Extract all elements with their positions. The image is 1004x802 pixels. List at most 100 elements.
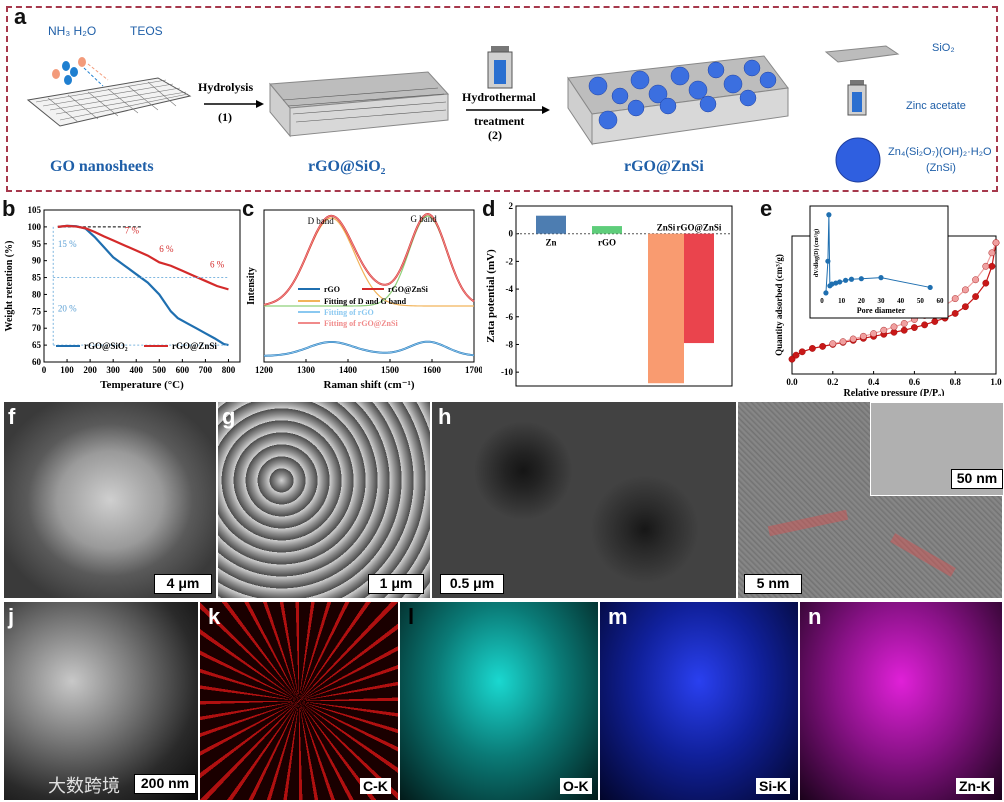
step2-label: Hydrothermal	[462, 90, 536, 104]
x-tick-label: 1400	[339, 365, 358, 375]
go-sheet-graphic	[26, 77, 192, 127]
panel-label-h: h	[438, 404, 452, 429]
inset-point	[858, 276, 864, 282]
data-point	[961, 303, 969, 311]
data-point	[870, 330, 878, 338]
y-tick-label: 85	[32, 273, 42, 283]
data-point	[992, 239, 1000, 247]
data-point	[839, 338, 847, 346]
data-point	[788, 355, 796, 363]
data-point	[972, 293, 980, 300]
rgo-sio2-graphic	[268, 71, 450, 138]
y-tick-label: 80	[32, 289, 42, 299]
data-point	[910, 324, 918, 331]
series-rgo-znsi-fit	[263, 213, 475, 306]
sem-g-image: g 1 μm	[218, 402, 430, 598]
data-point	[961, 286, 969, 294]
x-axis-label: Temperature (°C)	[100, 379, 184, 391]
panel-label-c: c	[242, 196, 255, 221]
x-tick-label: 100	[60, 365, 74, 375]
x-tick-label: 0.4	[868, 377, 880, 387]
step2-num: (2)	[488, 128, 502, 142]
y-tick-label: 90	[32, 256, 42, 266]
series-rgo-znsi	[263, 213, 475, 306]
y-tick-label: 100	[28, 222, 42, 232]
plot-frame	[43, 209, 241, 363]
y-axis-label: Intensity	[246, 267, 257, 305]
series-rgo	[263, 340, 475, 357]
annotation-20: 20 %	[58, 303, 77, 313]
x-tick-label: 600	[176, 365, 190, 375]
bar-label: Zn	[545, 238, 556, 248]
droplets-graphic	[52, 57, 109, 87]
bar-label: rGO@ZnSi	[677, 223, 722, 233]
data-point	[931, 318, 939, 325]
scale-bar-g: 1 μm	[368, 574, 424, 594]
panel-a-schematic: a NH₃ H₂O TEOS Hydrolysis (1) Hydrotherm…	[6, 4, 998, 192]
y-tick-label: -10	[501, 367, 513, 377]
series-rgo-fit	[263, 341, 475, 357]
y-tick-label: 60	[32, 357, 42, 367]
eds-map-o: l O-K	[400, 602, 598, 800]
panel-label-m: m	[608, 604, 628, 629]
x-tick-label: 500	[153, 365, 167, 375]
plot-frame	[515, 205, 733, 387]
x-tick-label: 1300	[297, 365, 316, 375]
data-point	[819, 342, 827, 350]
inset-y-label: dV/dlog(D) (cm³/g)	[813, 229, 820, 277]
eds-map-si: m Si-K	[600, 602, 798, 800]
map-label-zn: Zn-K	[956, 778, 994, 794]
data-point	[988, 249, 996, 257]
data-point	[988, 262, 996, 270]
bar-label: ZnSi	[657, 223, 676, 233]
y-axis-label: Zata potential (mV)	[485, 249, 497, 343]
inset-x-tick: 60	[937, 297, 945, 305]
panel-label-a: a	[14, 4, 27, 29]
legend-label: Fitting of rGO	[324, 308, 374, 317]
y-tick-label: -2	[506, 256, 514, 266]
rgo-znsi-graphic	[567, 55, 789, 146]
inset-point	[825, 258, 831, 264]
data-point	[900, 326, 908, 334]
haadf-j-image: j 200 nm 大数跨境	[4, 602, 198, 800]
bar-Zn	[536, 215, 566, 234]
step2-label-2: treatment	[474, 114, 525, 128]
panel-label-n: n	[808, 604, 822, 629]
band-label-d: D band	[308, 216, 335, 226]
legend-label: rGO@ZnSi	[388, 285, 429, 294]
y-tick-label: -6	[506, 312, 514, 322]
chart-d-zeta: 2 0 -2 -4 -6 -8 -10 Zata potential (mV) Zn rGO ZnS…	[485, 201, 733, 387]
panel-label-l: l	[408, 604, 415, 629]
legend-sio2: SiO₂	[932, 42, 955, 54]
annotation-6b: 6 %	[210, 259, 225, 269]
inset-point	[833, 280, 839, 286]
panel-label-d: d	[482, 196, 496, 221]
x-tick-label: 0.8	[950, 377, 962, 387]
y-tick-label: 105	[28, 205, 42, 215]
stage-rgo-sio2: rGO@SiO₂	[308, 158, 386, 175]
reagent-nh3: NH₃ H₂O	[48, 24, 97, 38]
legend-sio2-graphic	[824, 45, 900, 63]
panel-label-k: k	[208, 604, 221, 629]
autoclave-graphic	[487, 46, 513, 89]
step1-num: (1)	[218, 110, 232, 124]
inset-point	[823, 290, 829, 296]
data-point	[951, 310, 959, 317]
x-tick-label: 1600	[423, 365, 442, 375]
map-label-si: Si-K	[756, 778, 790, 794]
scale-bar-j: 200 nm	[134, 774, 196, 794]
map-label-c: C-K	[360, 778, 391, 794]
x-tick-label: 0.2	[827, 377, 839, 387]
series-line-0	[57, 224, 229, 347]
fit-d-band	[263, 217, 474, 307]
data-point	[860, 332, 867, 340]
map-label-o: O-K	[560, 778, 592, 794]
data-point	[900, 320, 908, 327]
inset-x-tick: 10	[838, 297, 846, 305]
legend-znsi-formula: Zn₄(Si₂O₇)(OH)₂·H₂O	[888, 146, 992, 158]
panel-label-j: j	[8, 604, 15, 629]
x-tick-label: 800	[222, 365, 236, 375]
legend-znsi-graphic	[835, 137, 881, 183]
lattice-highlight	[890, 533, 956, 577]
sem-f-image: f 4 μm	[4, 402, 216, 598]
